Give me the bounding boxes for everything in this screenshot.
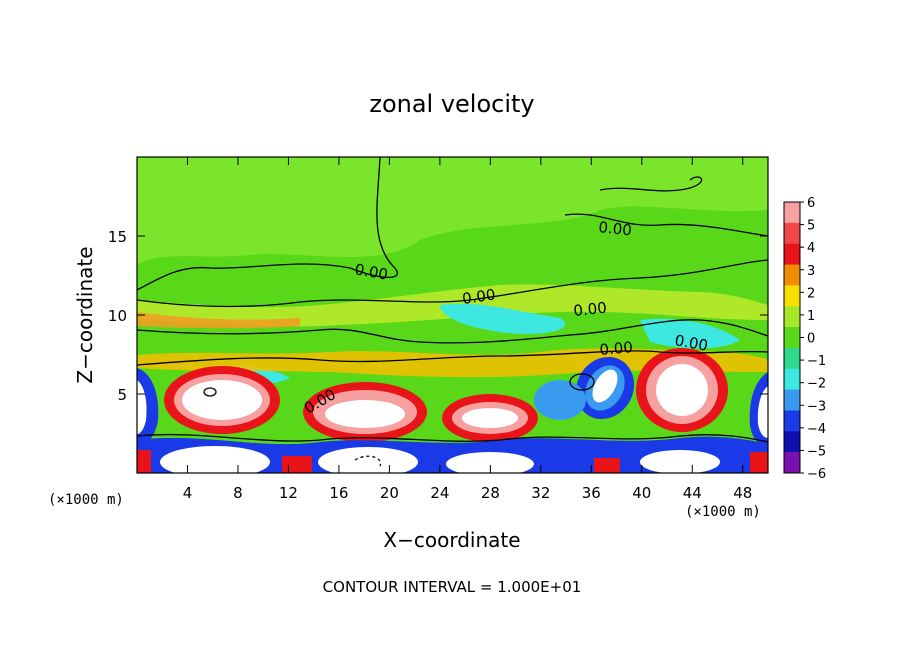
x-unit-left: (×1000 m) xyxy=(48,492,124,508)
x-tick-label: 16 xyxy=(329,484,348,502)
x-tick-label: 20 xyxy=(380,484,399,502)
colorbar-swatch xyxy=(784,347,800,370)
colorbar-label: 6 xyxy=(807,196,815,211)
colorbar-label: −5 xyxy=(807,444,826,459)
colorbar-swatch xyxy=(784,327,800,349)
colorbar-label: −4 xyxy=(807,422,826,437)
colorbar: 6 5 4 3 2 1 0 −1 −2 −3 −4 −5 −6 xyxy=(783,196,826,482)
colorbar-swatch xyxy=(784,285,800,307)
y-axis-label: Z−coordinate xyxy=(73,246,97,383)
colorbar-label: 1 xyxy=(807,309,815,324)
x-tick-label: 32 xyxy=(531,484,550,502)
colorbar-label: −3 xyxy=(807,399,826,414)
x-tick-label: 28 xyxy=(481,484,500,502)
y-tick-label: 10 xyxy=(108,307,127,325)
contour-interval-note: CONTOUR INTERVAL = 1.000E+01 xyxy=(323,578,582,596)
colorbar-label: 5 xyxy=(807,219,815,234)
x-tick-label: 12 xyxy=(279,484,298,502)
colorbar-swatch xyxy=(784,202,800,224)
colorbar-label: −1 xyxy=(807,354,826,369)
x-tick-label: 40 xyxy=(632,484,651,502)
colorbar-label: 4 xyxy=(807,241,815,256)
contour-label: 0.00 xyxy=(353,260,389,284)
x-tick-label: 4 xyxy=(183,484,193,502)
colorbar-swatch xyxy=(784,243,800,266)
field-cyan-patch-2 xyxy=(640,318,740,349)
x-tick-label: 24 xyxy=(430,484,449,502)
y-axis-ticks: 5 10 15 xyxy=(108,228,768,404)
x-tick-label: 48 xyxy=(733,484,752,502)
colorbar-swatch xyxy=(784,389,800,411)
colorbar-swatch xyxy=(784,368,800,391)
contour-label: 0.00 xyxy=(598,218,633,239)
plot-area: 0.00 0.00 0.00 0.00 0.00 0.00 0.00 xyxy=(137,157,768,473)
colorbar-label: 2 xyxy=(807,286,815,301)
y-tick-label: 15 xyxy=(108,228,127,246)
x-axis-ticks: 4 8 12 16 20 24 28 32 36 40 44 48 xyxy=(183,157,752,502)
y-tick-label: 5 xyxy=(117,386,127,404)
zero-contours xyxy=(137,157,768,467)
field-orange-band xyxy=(137,312,300,329)
x-tick-label: 36 xyxy=(582,484,601,502)
colorbar-swatch xyxy=(784,306,800,328)
colorbar-label: −6 xyxy=(807,467,826,482)
colorbar-swatch xyxy=(784,264,800,286)
colorbar-swatch xyxy=(784,410,800,432)
colorbar-label: −2 xyxy=(807,377,826,392)
chart-title: zonal velocity xyxy=(369,90,534,118)
x-axis-label: X−coordinate xyxy=(383,528,520,552)
colorbar-label: 0 xyxy=(807,332,815,347)
field-cyan-patch-1 xyxy=(440,303,566,335)
x-tick-label: 8 xyxy=(233,484,243,502)
colorbar-swatch xyxy=(784,452,800,474)
colorbar-label: 3 xyxy=(807,264,815,279)
field-upper-region xyxy=(137,157,768,265)
lower-vortices xyxy=(137,348,768,473)
contour-label: 0.00 xyxy=(599,338,634,359)
contour-label: 0.00 xyxy=(573,299,608,320)
contour-label: 0.00 xyxy=(673,331,709,355)
contour-label: 0.00 xyxy=(461,285,497,307)
colorbar-swatch xyxy=(784,222,800,245)
colorbar-swatch xyxy=(784,431,800,453)
x-tick-label: 44 xyxy=(683,484,702,502)
x-unit-right: (×1000 m) xyxy=(685,504,761,520)
